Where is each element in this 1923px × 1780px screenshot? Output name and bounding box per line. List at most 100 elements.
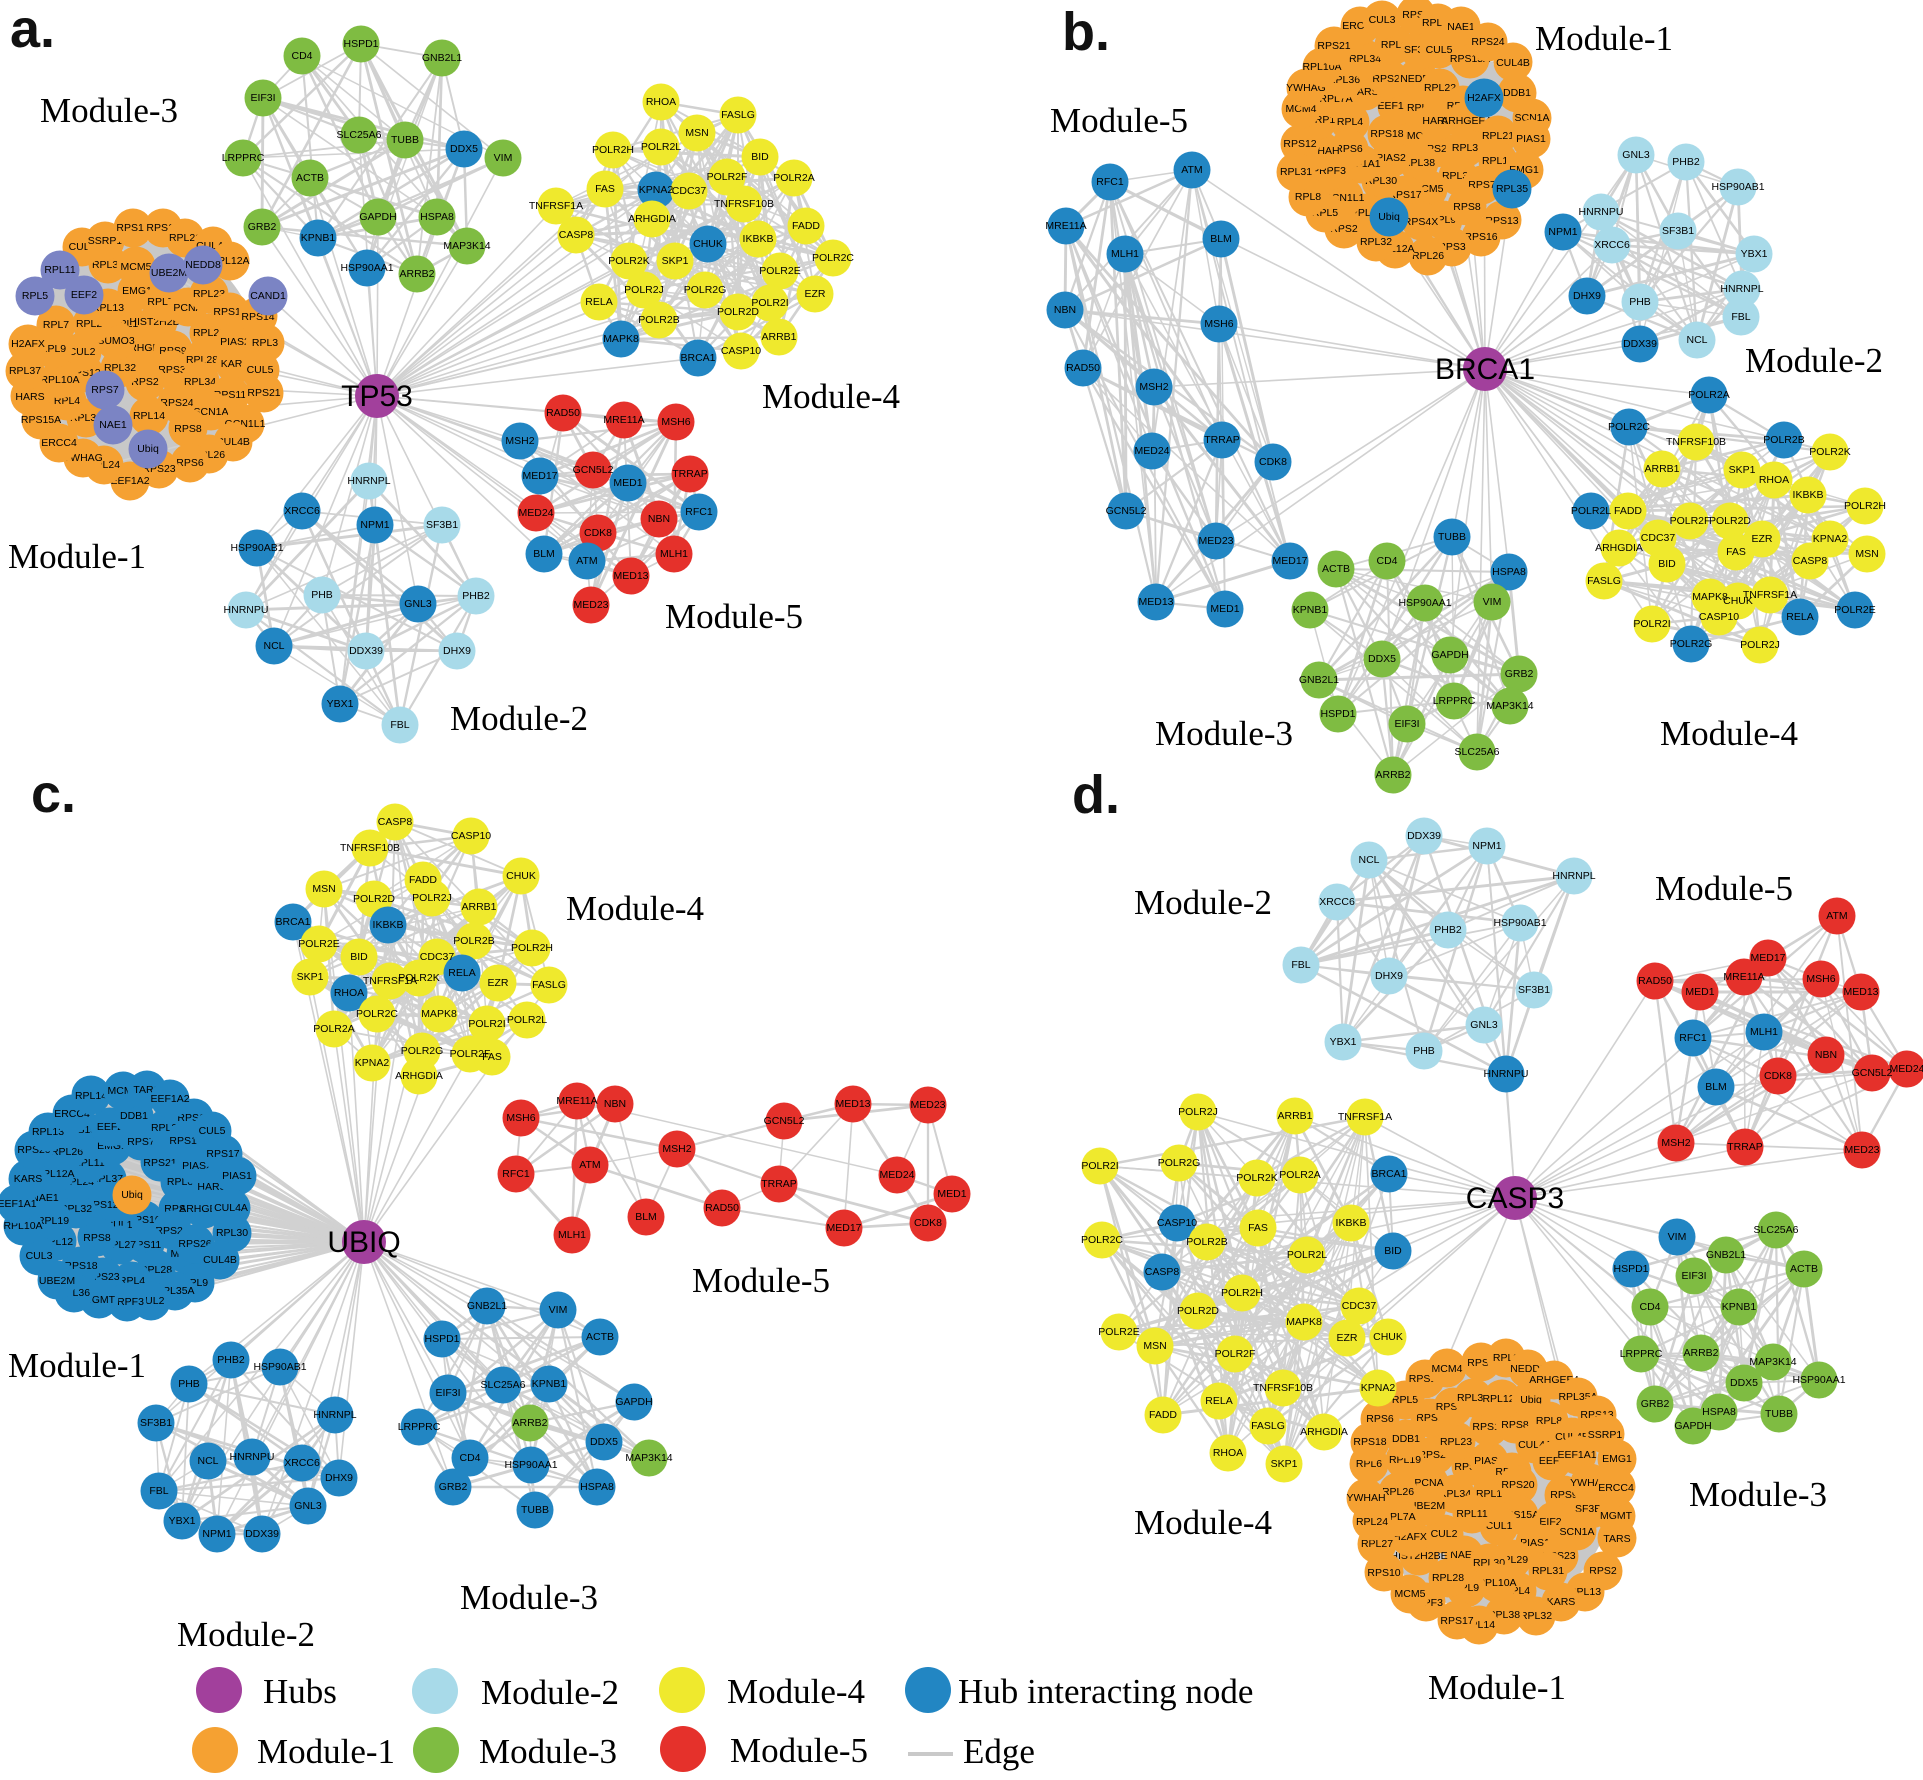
svg-text:RFC1: RFC1 [1096,176,1124,188]
svg-text:ARRB1: ARRB1 [1277,1110,1312,1122]
svg-text:HSPD1: HSPD1 [343,38,378,50]
svg-text:KARS: KARS [14,1173,43,1185]
svg-text:CD4: CD4 [1639,1301,1660,1313]
svg-text:GNL3: GNL3 [294,1500,322,1512]
svg-text:MED24: MED24 [1134,445,1169,457]
svg-text:EIF3I: EIF3I [1394,718,1419,730]
svg-text:FBL: FBL [1731,311,1750,323]
svg-text:NBN: NBN [1054,304,1076,316]
svg-text:DHX9: DHX9 [325,1472,353,1484]
svg-text:POLR2J: POLR2J [624,284,664,296]
svg-text:Module-2: Module-2 [481,1673,619,1712]
svg-text:RPS8: RPS8 [174,423,202,435]
svg-text:RAD50: RAD50 [1066,362,1100,374]
svg-text:VIM: VIM [549,1304,568,1316]
svg-text:MAP3K14: MAP3K14 [625,1452,672,1464]
svg-text:POLR2K: POLR2K [398,972,439,984]
svg-text:RPS10: RPS10 [1367,1567,1400,1579]
svg-text:HARS: HARS [15,391,44,403]
svg-text:CASP10: CASP10 [451,830,491,842]
svg-text:POLR2G: POLR2G [684,284,727,296]
svg-text:YBX1: YBX1 [1330,1036,1357,1048]
svg-text:POLR2A: POLR2A [773,172,814,184]
svg-text:CASP8: CASP8 [1145,1266,1180,1278]
svg-text:RPL31: RPL31 [1280,166,1312,178]
svg-text:FAS: FAS [1726,546,1746,558]
svg-text:MAP3K14: MAP3K14 [443,240,490,252]
svg-text:GRB2: GRB2 [439,1481,468,1493]
svg-text:VIM: VIM [494,152,513,164]
svg-text:POLR2J: POLR2J [1740,639,1780,651]
svg-text:RPL11: RPL11 [1456,1508,1487,1520]
svg-text:MED23: MED23 [1198,535,1233,547]
svg-text:POLR2C: POLR2C [812,252,854,264]
svg-text:SSRP1: SSRP1 [1588,1429,1623,1441]
svg-text:POLR2H: POLR2H [592,144,634,156]
svg-text:MSN: MSN [685,127,708,139]
svg-text:d.: d. [1072,765,1120,825]
svg-text:CUL4A: CUL4A [214,1202,248,1214]
svg-text:MAPK8: MAPK8 [603,333,639,345]
svg-text:BLM: BLM [1210,233,1232,245]
svg-text:GNB2L1: GNB2L1 [1299,674,1339,686]
svg-text:CUL3: CUL3 [1369,14,1396,26]
svg-text:EEF1A1: EEF1A1 [1557,1449,1596,1461]
svg-text:RPL14: RPL14 [75,1090,107,1102]
svg-text:YBX1: YBX1 [169,1515,196,1527]
svg-text:TUBB: TUBB [1765,1408,1793,1420]
svg-text:CAND1: CAND1 [250,290,286,302]
svg-text:HNRNPL: HNRNPL [1720,283,1763,295]
svg-text:BRCA1: BRCA1 [680,352,715,364]
svg-text:HSP90AA1: HSP90AA1 [1398,597,1451,609]
svg-text:POLR2L: POLR2L [1287,1249,1327,1261]
svg-text:MSH2: MSH2 [662,1143,691,1155]
svg-text:CUL4B: CUL4B [1496,57,1530,69]
svg-text:TNFRSF1A: TNFRSF1A [1743,589,1797,601]
svg-text:FASLG: FASLG [721,109,755,121]
svg-text:RELA: RELA [1205,1395,1232,1407]
svg-text:EIF3I: EIF3I [1681,1270,1706,1282]
svg-text:MCM5: MCM5 [1395,1588,1426,1600]
svg-text:POLR2F: POLR2F [1215,1348,1256,1360]
svg-text:POLR2B: POLR2B [638,314,679,326]
svg-text:NPM1: NPM1 [202,1528,231,1540]
svg-text:MRE11A: MRE11A [1045,220,1086,232]
svg-text:ATM: ATM [1826,910,1847,922]
svg-text:RPS6: RPS6 [176,457,204,469]
svg-text:RELA: RELA [448,967,475,979]
svg-text:EZR: EZR [1337,1332,1358,1344]
svg-text:PIAS1: PIAS1 [1516,133,1546,145]
svg-text:RPL10A: RPL10A [40,374,79,386]
svg-text:UBIQ: UBIQ [327,1226,400,1259]
svg-text:RPL35: RPL35 [1496,183,1528,195]
svg-text:MSH6: MSH6 [661,416,690,428]
svg-text:NPM1: NPM1 [360,519,389,531]
svg-text:CASP10: CASP10 [721,345,761,357]
svg-text:RPL32: RPL32 [1520,1610,1552,1622]
svg-text:POLR2L: POLR2L [1571,505,1611,517]
svg-text:MSH6: MSH6 [506,1112,535,1124]
svg-text:SF3B1: SF3B1 [426,519,458,531]
svg-text:DDX39: DDX39 [1407,830,1441,842]
svg-text:GNL3: GNL3 [1470,1019,1498,1031]
svg-text:RPS4X: RPS4X [1404,216,1438,228]
svg-text:Ubiq: Ubiq [1378,211,1400,223]
svg-text:EZR: EZR [805,288,826,300]
svg-text:Module-1: Module-1 [8,537,146,576]
svg-text:H2AFX: H2AFX [11,338,45,350]
svg-text:c.: c. [31,764,76,824]
svg-text:FAS: FAS [595,183,615,195]
svg-text:DDB1: DDB1 [120,1110,148,1122]
svg-text:MSH2: MSH2 [1661,1137,1690,1149]
svg-text:ARRB2: ARRB2 [1683,1347,1718,1359]
svg-text:RPL32: RPL32 [1360,236,1392,248]
svg-text:NAE1: NAE1 [99,419,127,431]
svg-text:DDX39: DDX39 [349,645,383,657]
svg-text:CASP3: CASP3 [1466,1182,1564,1215]
svg-text:Module-5: Module-5 [730,1731,868,1770]
svg-text:DDX5: DDX5 [590,1436,618,1448]
svg-text:MCM4: MCM4 [1432,1363,1463,1375]
svg-text:RPS21: RPS21 [247,387,280,399]
svg-text:GRB2: GRB2 [1505,668,1534,680]
svg-text:FBL: FBL [390,719,409,731]
